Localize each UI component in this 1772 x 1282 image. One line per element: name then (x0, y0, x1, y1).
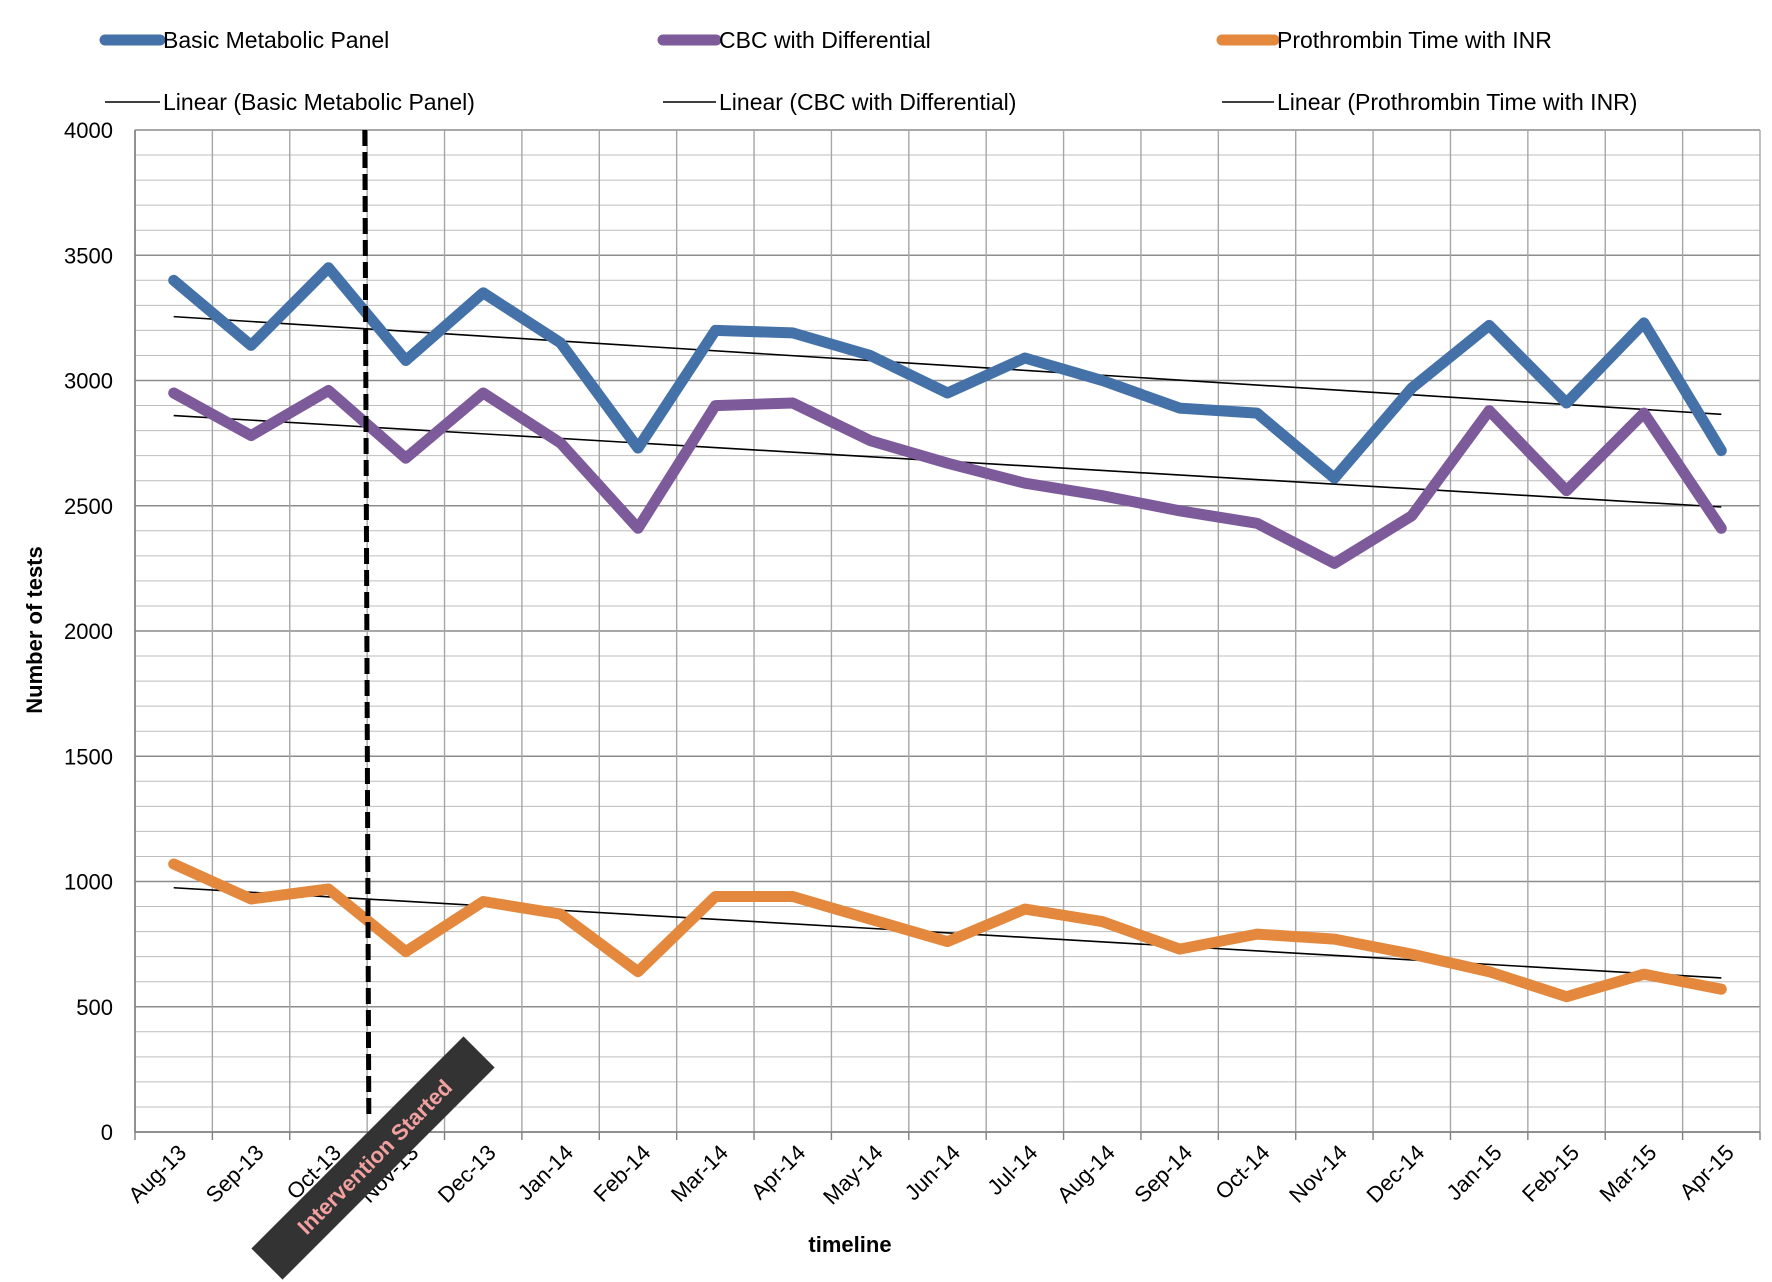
legend-item-basic-metabolic-panel: Basic Metabolic Panel (99, 27, 389, 53)
legend-label: Basic Metabolic Panel (163, 27, 389, 53)
legend-label: Linear (Prothrombin Time with INR) (1277, 89, 1637, 115)
y-tick-label: 3500 (64, 243, 113, 268)
x-tick-label: Nov-14 (1284, 1140, 1352, 1208)
trendline (173, 886, 1722, 979)
legend-label: Linear (CBC with Differential) (719, 89, 1016, 115)
x-tick-label: Aug-14 (1052, 1140, 1120, 1208)
intervention-label-box: Intervention Started (251, 1036, 495, 1280)
x-tick-label: Mar-14 (666, 1140, 733, 1207)
intervention-line (362, 129, 372, 1121)
series-line (168, 262, 1727, 484)
y-tick-label: 2000 (64, 619, 113, 644)
x-tick-label: Sep-14 (1129, 1140, 1197, 1208)
x-tick-label: Sep-13 (201, 1140, 269, 1208)
x-tick-label: Jan-14 (513, 1140, 578, 1205)
y-tick-label: 1000 (64, 870, 113, 895)
y-tick-labels: 0 500 1000 1500 2000 2500 3000 3500 4000 (64, 118, 113, 1145)
legend: Basic Metabolic Panel CBC with Different… (99, 27, 1637, 115)
x-axis-title: timeline (808, 1232, 891, 1257)
legend-label: Prothrombin Time with INR (1277, 27, 1552, 53)
y-tick-label: 0 (101, 1120, 113, 1145)
y-tick-label: 3000 (64, 369, 113, 394)
legend-label: Linear (Basic Metabolic Panel) (163, 89, 475, 115)
x-tick-label: Mar-15 (1595, 1140, 1662, 1207)
series-line (168, 858, 1727, 1003)
y-tick-label: 1500 (64, 744, 113, 769)
axes (134, 130, 1761, 1140)
legend-label: CBC with Differential (719, 27, 931, 53)
series-lines (168, 262, 1727, 1003)
x-tick-label: Feb-14 (589, 1140, 656, 1207)
x-tick-label: Apr-14 (746, 1140, 810, 1204)
x-tick-label: Oct-14 (1210, 1140, 1274, 1204)
x-tick-label: Jun-14 (900, 1140, 965, 1205)
legend-item-cbc-with-differential: CBC with Differential (657, 27, 931, 53)
legend-item-linear-prothrombin: Linear (Prothrombin Time with INR) (1222, 89, 1637, 115)
y-tick-label: 2500 (64, 494, 113, 519)
legend-item-linear-basic-metabolic-panel: Linear (Basic Metabolic Panel) (105, 89, 475, 115)
label-background (251, 1036, 495, 1280)
x-tick-label: Jan-15 (1441, 1140, 1506, 1205)
y-axis-title: Number of tests (22, 546, 47, 713)
y-tick-label: 500 (76, 995, 113, 1020)
x-tick-label: Dec-14 (1361, 1140, 1429, 1208)
y-tick-label: 4000 (64, 118, 113, 143)
x-tick-label: May-14 (818, 1140, 888, 1210)
x-tick-label: Feb-15 (1517, 1140, 1584, 1207)
x-tick-label: Jul-14 (982, 1140, 1042, 1200)
series-line (168, 385, 1727, 569)
x-tick-label: Aug-13 (123, 1140, 191, 1208)
legend-item-linear-cbc: Linear (CBC with Differential) (663, 89, 1016, 115)
legend-item-prothrombin-time: Prothrombin Time with INR (1216, 27, 1552, 53)
x-tick-label: Dec-13 (433, 1140, 501, 1208)
grid (134, 129, 1761, 1133)
x-tick-label: Apr-15 (1674, 1140, 1738, 1204)
